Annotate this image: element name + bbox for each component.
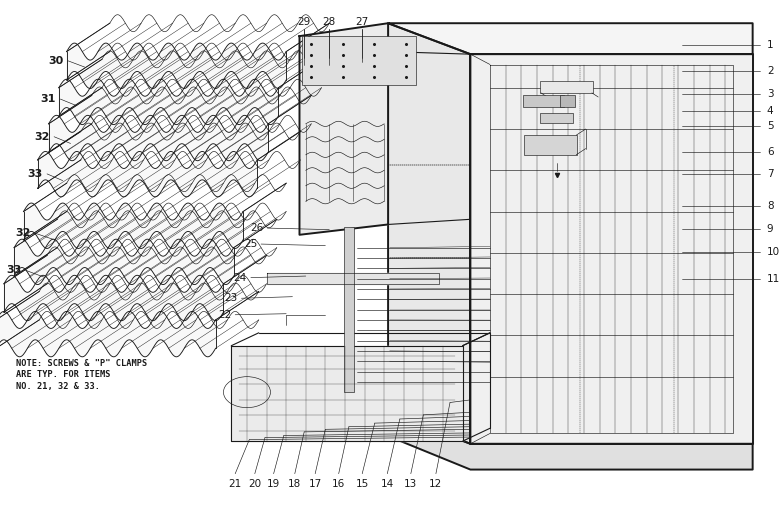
Text: 24: 24 [234, 272, 247, 283]
Text: 27: 27 [356, 17, 368, 27]
Text: 32: 32 [16, 228, 31, 238]
Text: 15: 15 [356, 479, 368, 489]
Text: 8: 8 [767, 201, 773, 212]
Text: 13: 13 [405, 479, 417, 489]
Text: 11: 11 [767, 273, 780, 284]
Text: 16: 16 [332, 479, 345, 489]
Text: 21: 21 [229, 479, 241, 489]
Text: 33: 33 [6, 265, 21, 276]
Polygon shape [388, 23, 470, 444]
Text: 28: 28 [323, 17, 336, 27]
Text: 31: 31 [41, 94, 56, 104]
Text: 3: 3 [767, 89, 773, 99]
Polygon shape [267, 273, 439, 284]
Text: 9: 9 [767, 224, 773, 234]
Polygon shape [49, 116, 268, 160]
Text: 6: 6 [767, 147, 773, 157]
Text: 12: 12 [430, 479, 442, 489]
Text: 30: 30 [49, 56, 64, 66]
Polygon shape [470, 54, 753, 444]
Text: 18: 18 [289, 479, 301, 489]
Text: 20: 20 [249, 479, 261, 489]
Polygon shape [67, 43, 286, 88]
FancyBboxPatch shape [523, 95, 564, 107]
FancyBboxPatch shape [524, 135, 577, 155]
FancyBboxPatch shape [540, 81, 593, 93]
Text: 26: 26 [250, 223, 263, 233]
FancyBboxPatch shape [302, 36, 416, 85]
Text: 10: 10 [767, 247, 780, 257]
Bar [344, 227, 354, 392]
Text: 25: 25 [244, 239, 257, 249]
Polygon shape [231, 346, 463, 441]
Text: 5: 5 [767, 121, 773, 131]
Polygon shape [0, 312, 216, 357]
Polygon shape [388, 23, 753, 54]
Polygon shape [388, 413, 753, 470]
Text: 17: 17 [309, 479, 321, 489]
Text: 29: 29 [298, 17, 310, 27]
Text: 2: 2 [767, 66, 773, 76]
Polygon shape [24, 203, 243, 248]
Text: 32: 32 [34, 132, 50, 142]
Text: 14: 14 [381, 479, 394, 489]
Polygon shape [4, 276, 223, 320]
FancyBboxPatch shape [540, 113, 573, 123]
Text: 23: 23 [224, 293, 238, 303]
Text: 33: 33 [27, 169, 42, 179]
Text: 1: 1 [767, 40, 773, 51]
Text: 4: 4 [767, 106, 773, 116]
Polygon shape [38, 152, 257, 197]
Polygon shape [14, 239, 234, 284]
Text: NOTE: SCREWS & "P" CLAMPS
ARE TYP. FOR ITEMS
NO. 21, 32 & 33.: NOTE: SCREWS & "P" CLAMPS ARE TYP. FOR I… [16, 359, 147, 391]
Polygon shape [59, 79, 278, 124]
Text: 22: 22 [218, 310, 231, 320]
Polygon shape [299, 23, 388, 235]
Text: 7: 7 [767, 169, 773, 180]
Text: 19: 19 [267, 479, 280, 489]
FancyBboxPatch shape [560, 95, 575, 107]
